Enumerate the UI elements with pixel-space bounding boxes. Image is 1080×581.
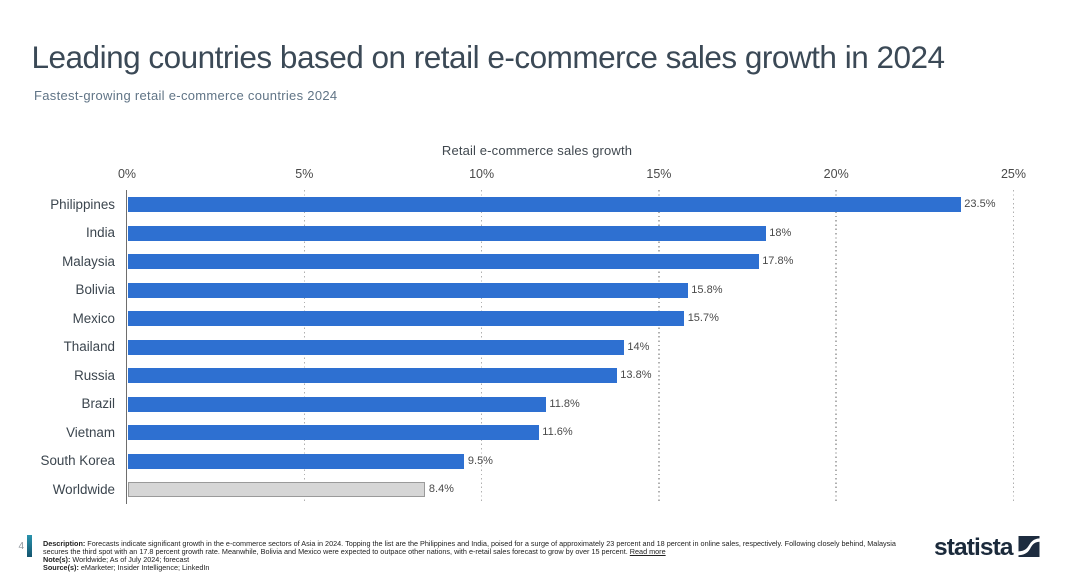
svg-text:statista: statista (934, 534, 1014, 561)
